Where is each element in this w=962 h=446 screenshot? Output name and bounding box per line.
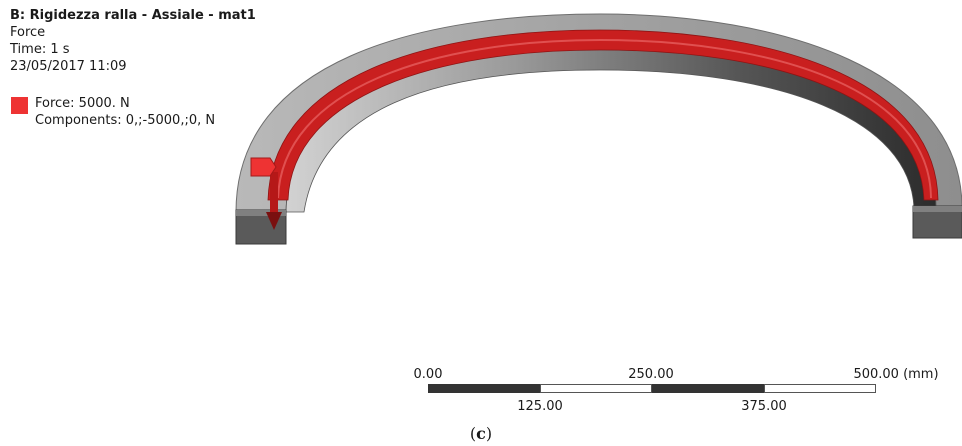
result-date: 23/05/2017 11:09 <box>10 59 127 74</box>
scale-label-125: 125.00 <box>517 399 563 414</box>
caption-letter: c <box>476 424 486 443</box>
scale-segment-2 <box>540 384 652 393</box>
force-components-label: Components: 0,;-5000,;0, N <box>35 113 216 128</box>
scale-segment-1 <box>428 384 540 393</box>
figure-caption: (c) <box>0 424 962 443</box>
scale-segment-4 <box>764 384 876 393</box>
force-legend: Force: 5000. N Components: 0,;-5000,;0, … <box>11 95 215 129</box>
result-title: B: Rigidezza ralla - Assiale - mat1 <box>10 8 256 23</box>
force-load-region <box>267 29 939 201</box>
result-type: Force <box>10 25 46 40</box>
force-arrow <box>250 157 282 230</box>
force-band-highlight <box>277 38 932 199</box>
ring-right-end-cap-top <box>913 206 962 212</box>
force-color-swatch <box>11 97 28 114</box>
scale-label-250: 250.00 <box>628 367 674 382</box>
scale-label-500: 500.00 (mm) <box>853 367 939 382</box>
force-legend-label: Force: 5000. N <box>35 96 130 111</box>
result-time: Time: 1 s <box>10 42 70 57</box>
scale-label-375: 375.00 <box>741 399 787 414</box>
scale-label-0: 0.00 <box>413 367 443 382</box>
result-header: B: Rigidezza ralla - Assiale - mat1 Forc… <box>10 7 256 75</box>
caption-close-paren: ) <box>485 424 493 443</box>
caption-open-paren: ( <box>469 424 477 443</box>
scale-segment-3 <box>652 384 764 393</box>
